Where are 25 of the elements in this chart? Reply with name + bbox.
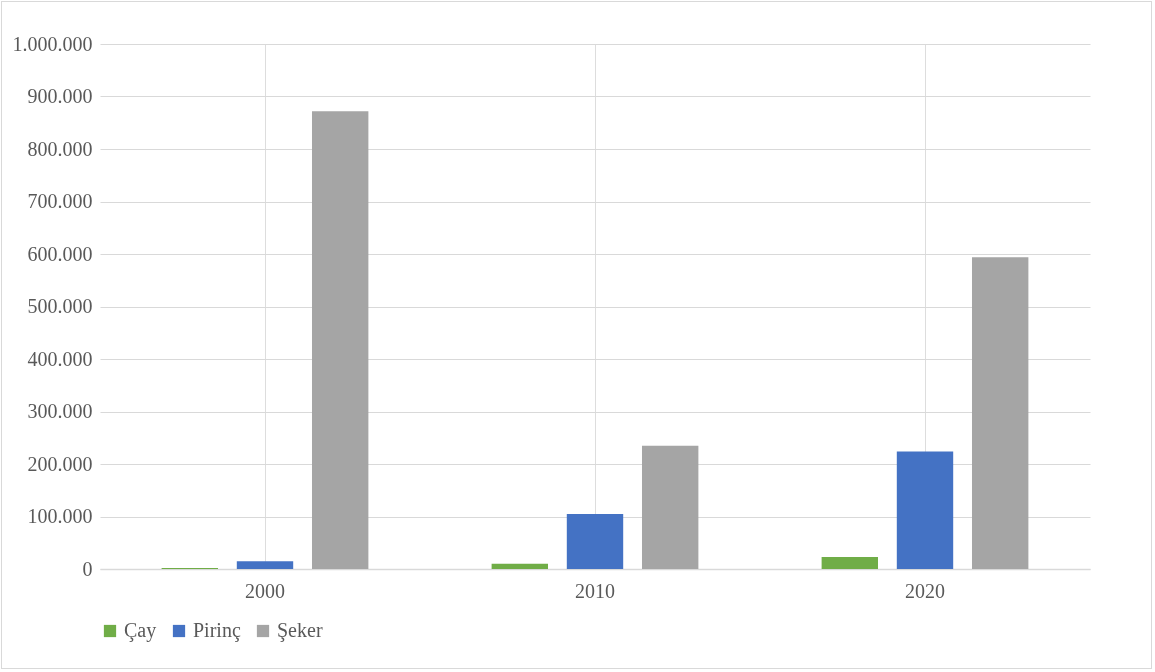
bar bbox=[896, 451, 954, 569]
bar bbox=[821, 556, 879, 569]
legend-label: Çay bbox=[124, 619, 157, 642]
bar bbox=[311, 111, 369, 569]
bar bbox=[566, 513, 624, 569]
x-tick-label: 2010 bbox=[575, 579, 615, 602]
legend-label: Şeker bbox=[277, 619, 323, 642]
x-tick-label: 2020 bbox=[905, 579, 945, 602]
y-tick-label: 600.000 bbox=[27, 242, 93, 265]
y-tick-label: 100.000 bbox=[27, 505, 93, 527]
y-tick-label: 500.000 bbox=[27, 295, 93, 317]
y-tick-label: 1.000.000 bbox=[12, 32, 93, 55]
y-tick-label: 400.000 bbox=[27, 347, 93, 370]
y-tick-label: 800.000 bbox=[27, 137, 93, 160]
y-tick-label: 0 bbox=[82, 557, 93, 580]
y-tick-label: 300.000 bbox=[27, 400, 93, 422]
y-tick-label: 900.000 bbox=[27, 85, 93, 107]
bar bbox=[641, 445, 699, 569]
legend-label: Pirinç bbox=[193, 619, 241, 642]
bar bbox=[236, 561, 294, 569]
y-tick-label: 200.000 bbox=[27, 452, 93, 475]
x-tick-label: 2000 bbox=[245, 579, 285, 602]
y-tick-label: 700.000 bbox=[27, 190, 93, 212]
bar bbox=[971, 257, 1029, 569]
bar bbox=[491, 563, 549, 569]
